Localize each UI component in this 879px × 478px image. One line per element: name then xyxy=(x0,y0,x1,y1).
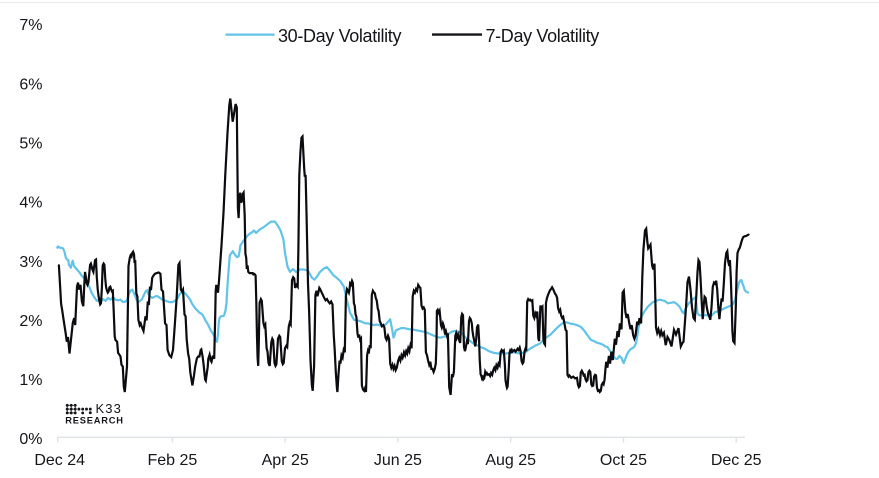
svg-text:Dec 24: Dec 24 xyxy=(34,452,85,469)
svg-text:2%: 2% xyxy=(19,313,42,330)
svg-text:30-Day Volatility: 30-Day Volatility xyxy=(278,26,401,46)
svg-text:1%: 1% xyxy=(19,372,42,389)
svg-text:RESEARCH: RESEARCH xyxy=(65,416,123,426)
svg-text:Apr 25: Apr 25 xyxy=(262,452,309,469)
svg-text:7-Day Volatility: 7-Day Volatility xyxy=(486,26,600,46)
svg-text:Dec 25: Dec 25 xyxy=(711,452,762,469)
svg-text:0%: 0% xyxy=(19,431,42,448)
svg-text:Feb 25: Feb 25 xyxy=(147,452,197,469)
svg-text:K33: K33 xyxy=(96,401,122,416)
svg-text:4%: 4% xyxy=(19,195,42,212)
svg-text:5%: 5% xyxy=(19,136,42,153)
svg-text:Jun 25: Jun 25 xyxy=(374,452,422,469)
svg-text:3%: 3% xyxy=(19,254,42,271)
svg-text:7%: 7% xyxy=(19,17,42,34)
svg-text:6%: 6% xyxy=(19,76,42,93)
svg-text:Aug 25: Aug 25 xyxy=(485,452,536,469)
svg-text:Oct 25: Oct 25 xyxy=(600,452,647,469)
